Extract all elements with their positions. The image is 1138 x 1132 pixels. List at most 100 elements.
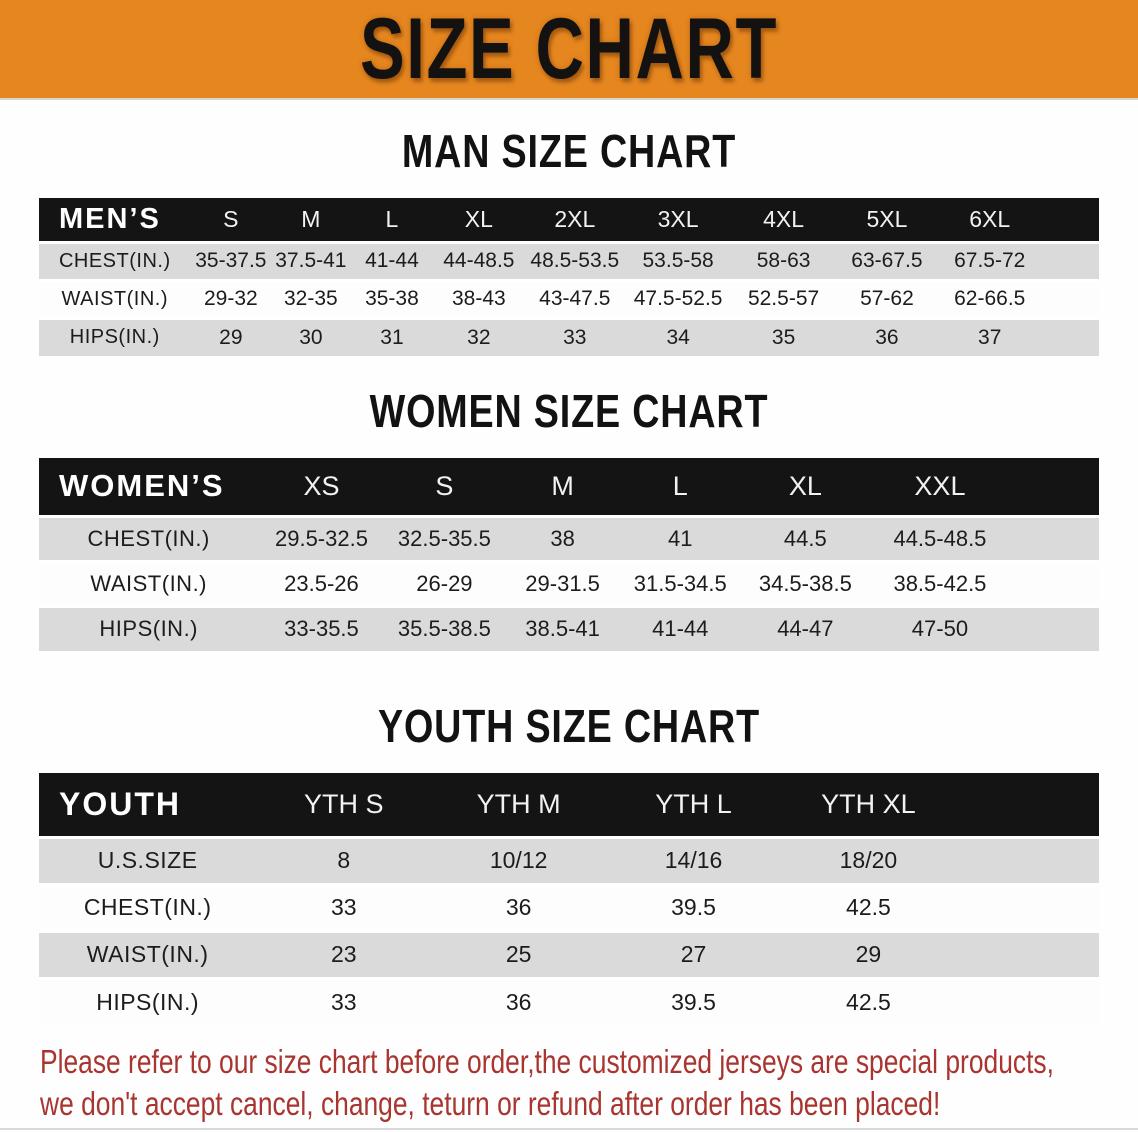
size-cell: 36 [836, 316, 938, 356]
row-label: HIPS(IN.) [39, 604, 259, 651]
size-cell: 36 [431, 882, 607, 931]
size-cell: 35-38 [350, 278, 434, 318]
size-cell: 23 [256, 929, 432, 978]
size-cell: 44-48.5 [433, 240, 525, 280]
size-cell: 38 [504, 514, 621, 561]
spacer-cell [955, 882, 1099, 931]
youth-col-header: YTH M [431, 773, 607, 837]
women-waist-row: WAIST(IN.) 23.5-26 26-29 29-31.5 31.5-34… [39, 559, 1099, 606]
women-header-row: WOMEN’S XS S M L XL XXL [39, 458, 1099, 516]
row-label: WAIST(IN.) [39, 559, 259, 606]
size-cell: 29-32 [190, 278, 272, 318]
size-cell: 53.5-58 [625, 240, 732, 280]
youth-hips-row: HIPS(IN.) 33 36 39.5 42.5 [39, 976, 1099, 1025]
size-cell: 30 [271, 316, 351, 356]
size-cell: 32-35 [271, 278, 351, 318]
size-cell: 33 [256, 882, 432, 931]
size-cell: 57-62 [836, 278, 938, 318]
men-col-header: 2XL [524, 198, 626, 242]
row-label: U.S.SIZE [39, 835, 257, 884]
size-cell: 33 [524, 316, 626, 356]
women-chest-row: CHEST(IN.) 29.5-32.5 32.5-35.5 38 41 44.… [39, 514, 1099, 561]
disclaimer-line-1: Please refer to our size chart before or… [40, 1043, 1054, 1080]
size-cell: 35.5-38.5 [384, 604, 505, 651]
size-cell: 42.5 [780, 882, 956, 931]
youth-table-label: YOUTH [39, 773, 257, 837]
youth-ussize-row: U.S.SIZE 8 10/12 14/16 18/20 [39, 835, 1099, 884]
women-col-header: XL [739, 458, 872, 516]
size-cell: 31 [350, 316, 434, 356]
size-cell: 14/16 [606, 835, 781, 884]
size-cell: 38.5-42.5 [871, 559, 1009, 606]
size-cell: 67.5-72 [937, 240, 1042, 280]
size-cell: 41 [620, 514, 740, 561]
banner: SIZE CHART [0, 0, 1138, 100]
size-cell: 38-43 [433, 278, 525, 318]
row-label: CHEST(IN.) [39, 882, 257, 931]
size-cell: 33 [256, 976, 432, 1025]
bottom-divider [0, 1128, 1138, 1130]
youth-header-row: YOUTH YTH S YTH M YTH L YTH XL [39, 773, 1099, 837]
row-label: HIPS(IN.) [39, 316, 191, 356]
women-col-header: XXL [871, 458, 1009, 516]
row-label: HIPS(IN.) [39, 976, 257, 1025]
size-cell: 62-66.5 [937, 278, 1042, 318]
size-cell: 31.5-34.5 [620, 559, 740, 606]
size-cell: 29.5-32.5 [258, 514, 385, 561]
disclaimer: Please refer to our size chart before or… [40, 1041, 1054, 1125]
size-cell: 44.5 [739, 514, 872, 561]
size-cell: 34.5-38.5 [739, 559, 872, 606]
size-cell: 34 [625, 316, 732, 356]
size-cell: 38.5-41 [504, 604, 621, 651]
spacer-cell [1008, 604, 1099, 651]
youth-waist-row: WAIST(IN.) 23 25 27 29 [39, 929, 1099, 978]
size-cell: 36 [431, 976, 607, 1025]
youth-col-header: YTH S [256, 773, 432, 837]
size-cell: 18/20 [780, 835, 956, 884]
disclaimer-line-2: we don't accept cancel, change, teturn o… [40, 1085, 941, 1122]
men-col-header: 5XL [836, 198, 938, 242]
youth-chest-row: CHEST(IN.) 33 36 39.5 42.5 [39, 882, 1099, 931]
row-label: CHEST(IN.) [39, 240, 191, 280]
row-label: WAIST(IN.) [39, 278, 191, 318]
size-cell: 39.5 [606, 882, 781, 931]
women-col-header: M [504, 458, 621, 516]
row-label: WAIST(IN.) [39, 929, 257, 978]
men-table-label: MEN’S [39, 198, 191, 242]
spacer-cell [955, 773, 1099, 837]
men-col-header: 4XL [731, 198, 837, 242]
men-section-title: MAN SIZE CHART [401, 125, 737, 177]
spacer-cell [1008, 514, 1099, 561]
men-col-header: XL [433, 198, 525, 242]
spacer-cell [955, 929, 1099, 978]
size-cell: 35 [731, 316, 837, 356]
size-cell: 41-44 [350, 240, 434, 280]
size-cell: 27 [606, 929, 781, 978]
size-cell: 10/12 [431, 835, 607, 884]
size-cell: 48.5-53.5 [524, 240, 626, 280]
size-cell: 42.5 [780, 976, 956, 1025]
women-col-header: L [620, 458, 740, 516]
women-size-table: WOMEN’S XS S M L XL XXL CHEST(IN.) 29.5-… [39, 458, 1099, 651]
spacer-cell [955, 976, 1099, 1025]
youth-col-header: YTH L [606, 773, 781, 837]
spacer-cell [1008, 458, 1099, 516]
men-col-header: S [190, 198, 272, 242]
youth-section-title: YOUTH SIZE CHART [378, 700, 760, 752]
spacer-cell [1041, 316, 1099, 356]
size-cell: 32 [433, 316, 525, 356]
size-cell: 26-29 [384, 559, 505, 606]
spacer-cell [1008, 559, 1099, 606]
size-cell: 58-63 [731, 240, 837, 280]
youth-col-header: YTH XL [780, 773, 956, 837]
size-cell: 32.5-35.5 [384, 514, 505, 561]
size-cell: 52.5-57 [731, 278, 837, 318]
size-cell: 44-47 [739, 604, 872, 651]
size-cell: 43-47.5 [524, 278, 626, 318]
women-hips-row: HIPS(IN.) 33-35.5 35.5-38.5 38.5-41 41-4… [39, 604, 1099, 651]
women-col-header: S [384, 458, 505, 516]
spacer-cell [1041, 198, 1099, 242]
size-cell: 37 [937, 316, 1042, 356]
spacer-cell [1041, 278, 1099, 318]
